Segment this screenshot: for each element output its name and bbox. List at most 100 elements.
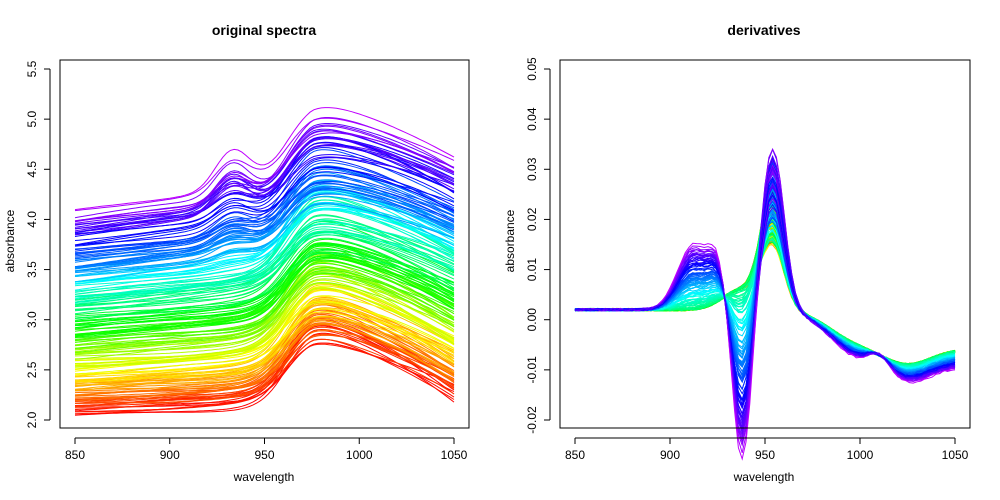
series-line-163 xyxy=(74,207,455,285)
series-line-122 xyxy=(574,240,956,366)
series-line-38 xyxy=(74,316,455,383)
series-line-214 xyxy=(74,141,455,235)
series-line-205 xyxy=(74,167,455,246)
series-line-183 xyxy=(74,182,455,269)
series-line-115 xyxy=(74,242,455,322)
series-line-191 xyxy=(74,171,455,247)
series-line-120 xyxy=(574,236,956,365)
series-line-190 xyxy=(74,167,455,257)
y-axis: -0.02 -0.01 0.00 0.01 0.02 0.03 0.04 0.05 xyxy=(525,57,551,434)
series-line-182 xyxy=(74,180,455,255)
series-line-96 xyxy=(74,251,455,325)
series-line-71 xyxy=(574,233,956,366)
series-line-119 xyxy=(74,231,455,316)
y-tick-label: 4.0 xyxy=(25,211,39,228)
y-tick-label: 0.01 xyxy=(525,258,539,282)
series-line-3 xyxy=(74,332,455,416)
series-line-101 xyxy=(74,273,455,341)
series-line-125 xyxy=(575,234,956,365)
y-tick-label: -0.02 xyxy=(525,406,539,434)
series-line-110 xyxy=(74,245,455,338)
x-tick-label: 1050 xyxy=(441,448,468,462)
series-line-181 xyxy=(74,166,455,269)
series-line-209 xyxy=(74,125,455,222)
x-tick-label: 1000 xyxy=(847,448,874,462)
series-line-211 xyxy=(74,166,455,246)
series-line-172 xyxy=(74,159,455,251)
series-line-73 xyxy=(74,272,455,367)
y-tick-label: 3.0 xyxy=(25,311,39,328)
plot-frame xyxy=(59,59,470,429)
y-tick-label: 4.5 xyxy=(25,161,39,178)
series-line-187 xyxy=(74,157,455,246)
y-axis-label: absorbance xyxy=(503,209,517,272)
series-line-138 xyxy=(74,208,455,300)
series-line-111 xyxy=(574,241,956,366)
series-line-109 xyxy=(74,244,455,327)
series-line-32 xyxy=(74,329,455,397)
series-line-10 xyxy=(75,338,455,413)
series-group xyxy=(74,107,455,416)
y-tick-label: 0.00 xyxy=(525,308,539,332)
y-tick-label: 5.5 xyxy=(25,60,39,77)
y-tick-label: -0.01 xyxy=(525,356,539,384)
y-tick-label: 2.5 xyxy=(25,361,39,378)
series-line-9 xyxy=(574,237,956,366)
series-line-14 xyxy=(574,239,956,366)
series-line-185 xyxy=(74,182,455,254)
series-line-66 xyxy=(574,233,956,366)
series-line-113 xyxy=(74,255,455,337)
series-line-207 xyxy=(74,132,455,219)
chart-title: original spectra xyxy=(212,22,316,38)
x-tick-label: 900 xyxy=(660,448,680,462)
panel-derivatives: derivatives wavelength absorbance 850 900… xyxy=(503,22,971,484)
chart-title: derivatives xyxy=(727,22,800,38)
y-tick-label: 0.05 xyxy=(525,57,539,81)
series-line-116 xyxy=(574,240,956,366)
series-line-43 xyxy=(74,296,455,390)
series-line-165 xyxy=(74,203,455,274)
series-group xyxy=(574,148,956,461)
series-line-117 xyxy=(74,231,455,310)
series-line-121 xyxy=(574,239,956,365)
series-line-29 xyxy=(74,312,455,397)
series-line-76 xyxy=(74,273,455,364)
x-tick-label: 1000 xyxy=(346,448,373,462)
series-line-135 xyxy=(74,231,455,307)
series-line-23 xyxy=(574,235,956,366)
series-line-61 xyxy=(574,234,956,366)
series-line-69 xyxy=(574,236,956,367)
series-line-208 xyxy=(74,117,455,212)
series-line-75 xyxy=(74,281,455,355)
x-axis: 850 900 950 1000 1050 xyxy=(565,437,969,462)
y-tick-label: 2.0 xyxy=(25,411,39,428)
series-line-28 xyxy=(574,240,956,367)
series-line-37 xyxy=(574,240,956,366)
series-line-6 xyxy=(575,237,956,366)
series-line-70 xyxy=(574,236,956,365)
series-line-19 xyxy=(574,242,956,366)
series-line-57 xyxy=(75,311,455,375)
series-line-200 xyxy=(74,145,455,230)
series-line-136 xyxy=(74,230,455,303)
series-line-114 xyxy=(574,233,956,367)
series-line-171 xyxy=(74,187,455,268)
y-tick-label: 0.04 xyxy=(525,107,539,131)
series-line-154 xyxy=(74,191,455,291)
panel-original-spectra: original spectra wavelength absorbance 8… xyxy=(3,22,470,484)
series-line-76 xyxy=(574,237,956,366)
x-tick-label: 900 xyxy=(160,448,180,462)
series-line-65 xyxy=(74,286,455,375)
series-line-126 xyxy=(74,237,455,319)
x-tick-label: 950 xyxy=(755,448,775,462)
series-line-56 xyxy=(74,308,455,376)
series-line-43 xyxy=(574,244,956,366)
series-line-20 xyxy=(74,322,455,404)
series-line-81 xyxy=(74,275,455,356)
y-tick-label: 5.0 xyxy=(25,110,39,127)
series-line-24 xyxy=(74,320,455,404)
series-line-137 xyxy=(74,215,455,306)
series-line-212 xyxy=(74,144,455,234)
series-line-168 xyxy=(74,192,455,276)
